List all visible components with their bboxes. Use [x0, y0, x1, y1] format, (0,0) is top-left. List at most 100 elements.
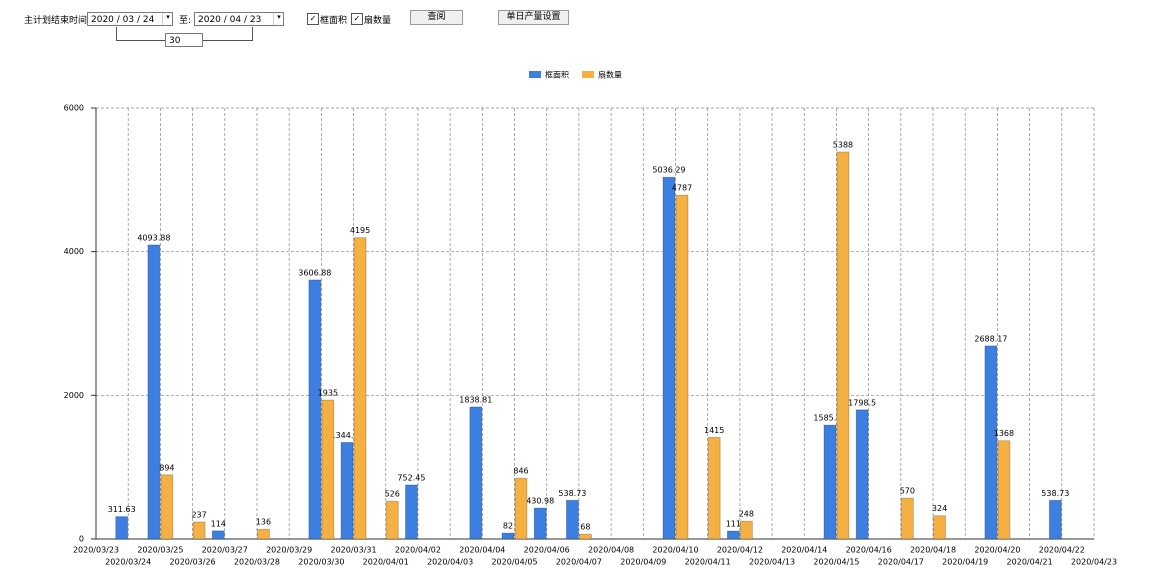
- to-label: 至:: [179, 16, 192, 26]
- days-input[interactable]: 30: [165, 33, 203, 47]
- legend-swatch: [582, 71, 594, 78]
- x-tick-label: 2020/04/12: [717, 546, 763, 555]
- bar: [933, 515, 946, 540]
- bar: [997, 440, 1011, 540]
- data-label: 2688.17: [974, 334, 1007, 343]
- x-tick-label: 2020/03/25: [137, 546, 183, 555]
- data-label: 752.45: [397, 473, 425, 482]
- x-tick-label: 2020/04/20: [974, 546, 1020, 555]
- bar: [385, 500, 399, 540]
- dropdown-arrow[interactable]: ▾: [162, 13, 173, 25]
- data-label: 5036.29: [652, 166, 685, 175]
- data-label: 3606.88: [298, 268, 331, 277]
- x-tick-label: 2020/04/23: [1071, 558, 1117, 567]
- x-tick-label: 2020/04/14: [781, 546, 827, 555]
- x-tick-label: 2020/04/02: [395, 546, 441, 555]
- data-label: 894: [159, 463, 174, 472]
- data-label: 538.73: [1041, 489, 1069, 498]
- bar: [501, 532, 515, 540]
- bar: [662, 176, 676, 540]
- bar: [533, 507, 547, 540]
- data-label: 538.73: [558, 489, 586, 498]
- x-tick-label: 2020/03/27: [202, 546, 248, 555]
- y-tick-label: 6000: [64, 104, 84, 113]
- bar: [984, 345, 998, 540]
- y-tick-label: 2000: [64, 391, 84, 400]
- x-tick-label: 2020/04/21: [1007, 558, 1053, 567]
- settings-button[interactable]: 单日产量设置: [498, 10, 569, 25]
- data-label: 570: [900, 487, 915, 496]
- bar: [257, 528, 270, 540]
- dropdown-arrow[interactable]: ▾: [273, 13, 284, 25]
- x-tick-label: 2020/04/06: [524, 546, 570, 555]
- x-tick-label: 2020/03/23: [73, 546, 119, 555]
- legend-label: 扇数量: [598, 70, 622, 80]
- data-label: 324: [932, 504, 947, 513]
- bar: [340, 441, 354, 540]
- query-button[interactable]: 查阅: [410, 10, 463, 25]
- bar: [160, 474, 174, 540]
- x-tick-label: 2020/04/18: [910, 546, 956, 555]
- end-date-input[interactable]: 2020 / 04 / 23: [194, 12, 284, 26]
- bar: [469, 406, 483, 540]
- bar: [726, 530, 740, 540]
- bar: [514, 477, 528, 540]
- data-label: 114: [211, 519, 226, 528]
- bar: [566, 499, 579, 540]
- data-label: 1415: [704, 426, 724, 435]
- data-label: 1368: [994, 429, 1014, 438]
- x-tick-label: 2020/04/16: [846, 546, 892, 555]
- data-label: 4195: [350, 226, 370, 235]
- x-tick-label: 2020/04/05: [491, 558, 537, 567]
- bar: [855, 409, 869, 540]
- data-label: 4787: [672, 184, 692, 193]
- x-tick-label: 2020/03/30: [298, 558, 344, 567]
- bar: [707, 436, 721, 540]
- data-label: 1344.95: [331, 431, 364, 440]
- data-label: 136: [256, 518, 271, 527]
- bar: [823, 424, 837, 540]
- bar: [147, 244, 161, 540]
- data-label: 4093.88: [137, 233, 170, 242]
- x-tick-label: 2020/03/29: [266, 546, 312, 555]
- button-label: 单日产量设置: [506, 12, 561, 22]
- bar: [308, 279, 322, 540]
- data-label: 68: [580, 523, 590, 532]
- x-tick-label: 2020/03/28: [234, 558, 280, 567]
- y-tick-label: 0: [79, 535, 84, 544]
- x-tick-label: 2020/04/17: [878, 558, 924, 567]
- x-tick-label: 2020/04/11: [685, 558, 731, 567]
- y-tick-label: 4000: [64, 247, 84, 256]
- checkbox[interactable]: ✓: [307, 13, 319, 25]
- data-label: 430.98: [526, 497, 554, 506]
- bar: [211, 530, 225, 540]
- x-tick-label: 2020/04/03: [427, 558, 473, 567]
- x-tick-label: 2020/03/31: [330, 546, 376, 555]
- checkbox-label: 扇数量: [364, 16, 392, 26]
- data-label: 248: [739, 510, 754, 519]
- end-date: 2020 / 04 / 23: [198, 15, 262, 25]
- data-label: 1935: [318, 389, 338, 398]
- data-label: 5388: [833, 140, 853, 149]
- bar: [353, 237, 367, 540]
- legend-label: 框面积: [545, 70, 569, 80]
- button-label: 查阅: [427, 12, 446, 22]
- x-tick-label: 2020/04/08: [588, 546, 634, 555]
- x-tick-label: 2020/04/15: [813, 558, 859, 567]
- bar: [1048, 499, 1062, 540]
- x-tick-label: 2020/04/22: [1039, 546, 1085, 555]
- checkbox-label: 框面积: [320, 16, 348, 26]
- days-value: 30: [169, 36, 181, 46]
- bar: [675, 194, 689, 540]
- x-tick-label: 2020/04/10: [652, 546, 698, 555]
- checkbox[interactable]: ✓: [351, 13, 363, 25]
- start-date-input[interactable]: 2020 / 03 / 24: [87, 12, 173, 26]
- data-label: 111: [726, 520, 741, 529]
- data-label: 1798.5: [848, 398, 876, 407]
- data-label: 526: [385, 490, 400, 499]
- bar: [739, 520, 753, 540]
- date-label: 主计划结束时间:: [24, 16, 91, 26]
- x-tick-label: 2020/04/09: [620, 558, 666, 567]
